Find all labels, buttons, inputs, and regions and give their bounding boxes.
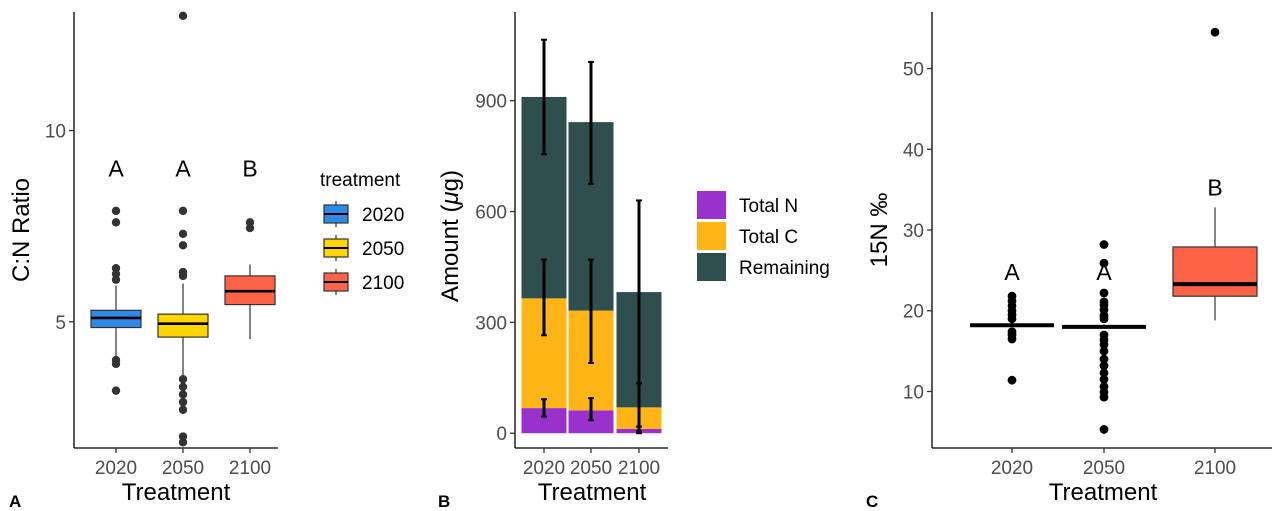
panel-c-significance-letter: A	[1096, 259, 1112, 285]
panel-c-outlier-point	[1099, 240, 1109, 249]
panel-a-outlier-point	[178, 382, 188, 392]
panel-a-outlier-point	[178, 438, 188, 447]
panel-c-outlier-point	[1099, 340, 1109, 350]
panel-a-y-tick-label: 10	[45, 122, 66, 143]
panel-a-outlier-point	[178, 374, 188, 384]
panel-a-outlier-point	[178, 271, 188, 281]
panel-c-significance-letter: B	[1207, 174, 1222, 200]
panel-b-legend-label: Total C	[739, 227, 798, 248]
panel-b-y-axis-title-tail: g)	[437, 170, 464, 191]
panel-c-outlier-point	[1099, 374, 1109, 384]
panel-a-outlier-point	[178, 390, 188, 399]
panel-c-x-axis-title: Treatment	[1049, 479, 1158, 506]
panel-b-x-tick-label: 2050	[570, 458, 612, 479]
panel-b-legend-label: Total N	[739, 196, 798, 217]
panel-a-outlier-point	[178, 241, 188, 250]
panel-c-y-tick-label: 20	[903, 302, 924, 323]
panel-c-outlier-point	[1099, 258, 1109, 268]
panel-a-outlier-point	[178, 229, 188, 239]
panel-label-b: B	[438, 492, 450, 511]
panel-b-bar-total-n	[568, 410, 614, 434]
panel-c-outlier-point	[1007, 334, 1017, 344]
panel-a-significance-letter: B	[242, 155, 257, 181]
panel-a-significance-letter: A	[108, 155, 124, 181]
panel-b-y-axis-title-main: Amount (	[437, 205, 464, 302]
panel-c-outlier-point	[1099, 425, 1109, 434]
panel-a-legend-label: 2050	[362, 239, 404, 260]
panel-c-marks: A A B	[970, 27, 1258, 434]
panel-b-y-ticks: 0 300 600 900	[475, 92, 515, 445]
panel-label-a: A	[9, 492, 21, 511]
panel-b-y-tick-label: 600	[475, 203, 507, 224]
panel-c-box	[1172, 246, 1258, 297]
panel-a-legend-title: treatment	[320, 170, 401, 191]
panel-b-y-tick-label: 900	[475, 92, 507, 113]
panel-b-y-tick-label: 300	[475, 313, 507, 334]
panel-c-outlier-point	[1099, 368, 1109, 378]
panel-a-x-tick-label: 2050	[162, 458, 204, 479]
panel-b-y-tick-label: 0	[496, 424, 507, 445]
panel-c: A A B 10 20 30 40 50 2020 2050 2100 15N ‰ Treatm…	[866, 12, 1272, 511]
panel-a-outlier-point	[178, 405, 188, 414]
panel-a-legend-label: 2100	[362, 273, 404, 294]
panel-c-outlier-point	[1007, 314, 1017, 324]
panel-a-y-axis-title: C:N Ratio	[8, 178, 35, 282]
panel-a-outlier-point	[111, 218, 121, 227]
panel-b: 0 300 600 900 2020 2050 2100 Amount (μg) Trea…	[437, 12, 830, 511]
panel-c-x-tick-label: 2020	[991, 458, 1033, 479]
panel-c-x-ticks: 2020 2050 2100	[991, 448, 1236, 479]
panel-c-outlier-point	[1210, 27, 1220, 37]
panel-b-x-tick-label: 2020	[523, 458, 565, 479]
panel-a-outlier-point	[178, 11, 188, 21]
panel-c-outlier-point	[1099, 288, 1109, 298]
panel-c-x-tick-label: 2050	[1083, 458, 1125, 479]
panel-a-x-ticks: 2020 2050 2100	[95, 448, 271, 479]
panel-c-outlier-point	[1007, 375, 1017, 385]
panel-c-x-tick-label: 2100	[1194, 458, 1236, 479]
panel-b-legend-key	[697, 191, 726, 219]
panel-c-y-tick-label: 10	[903, 382, 924, 403]
panel-c-outlier-point	[1099, 392, 1109, 402]
panel-c-outlier-point	[1099, 354, 1109, 364]
panel-c-y-tick-label: 30	[903, 221, 924, 242]
panel-b-x-tick-label: 2100	[618, 458, 660, 479]
panel-a-x-tick-label: 2100	[229, 458, 271, 479]
panel-c-outlier-point	[1099, 346, 1109, 356]
panel-b-marks	[521, 38, 662, 435]
panel-c-y-tick-label: 40	[903, 140, 924, 161]
panel-c-y-ticks: 10 20 30 40 50	[903, 60, 932, 403]
panel-a-outlier-point	[111, 206, 121, 216]
panel-a-significance-letter: A	[175, 155, 191, 181]
panel-a-legend: treatment 2020 2050 2100	[320, 170, 404, 295]
panel-c-outlier-point	[1099, 361, 1109, 371]
panel-a-legend-label: 2020	[362, 205, 404, 226]
panel-a-outlier-point	[178, 206, 188, 216]
panel-b-x-ticks: 2020 2050 2100	[523, 448, 660, 479]
panel-b-legend-key	[697, 253, 726, 281]
panel-a-y-tick-label: 5	[55, 313, 66, 334]
panel-a-y-ticks: 5 10	[45, 122, 74, 334]
panel-c-y-axis-title: 15N ‰	[866, 193, 893, 268]
panel-a-x-tick-label: 2020	[95, 458, 137, 479]
panel-b-legend-label: Remaining	[739, 258, 830, 279]
panel-a-x-axis-title: Treatment	[122, 479, 231, 506]
panel-b-y-axis-title: Amount (μg)	[437, 170, 464, 302]
panel-c-outlier-point	[1099, 314, 1109, 324]
panel-b-x-axis-title: Treatment	[538, 479, 647, 506]
panel-a-outlier-point	[245, 223, 255, 233]
panel-a-outlier-point	[111, 386, 121, 395]
panel-b-y-axis-title-mu: μ	[437, 191, 464, 205]
panel-c-significance-letter: A	[1004, 259, 1020, 285]
panel-a-outlier-point	[111, 275, 121, 284]
panel-a-box	[157, 313, 209, 338]
panel-label-c: C	[866, 492, 878, 511]
panel-a-outlier-point	[111, 359, 121, 369]
panel-b-legend-key	[697, 222, 726, 250]
panel-a-outlier-point	[178, 397, 188, 407]
panel-a: A A B 5 10 2020 2050 2100 C:N Ratio Treatment…	[8, 11, 404, 511]
panel-c-y-tick-label: 50	[903, 60, 924, 81]
panel-b-legend: Total N Total C Remaining	[697, 191, 830, 281]
